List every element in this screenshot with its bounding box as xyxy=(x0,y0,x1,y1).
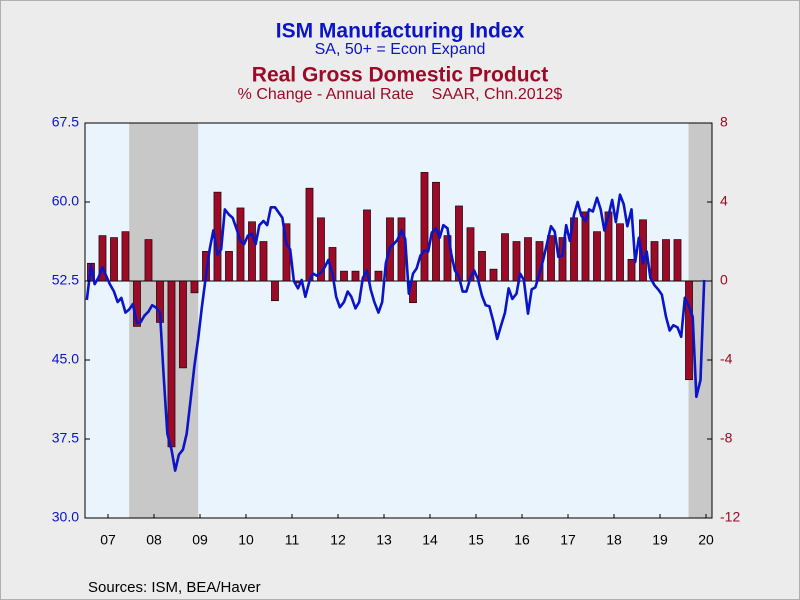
x-tick-label: 15 xyxy=(468,532,484,548)
y-tick-label: 30.0 xyxy=(52,509,79,525)
y2-tick-label: -8 xyxy=(720,430,733,446)
x-tick-label: 16 xyxy=(514,532,530,548)
x-tick-label: 08 xyxy=(146,532,162,548)
bar xyxy=(374,270,383,282)
bar xyxy=(512,241,521,282)
plot-frame xyxy=(84,122,713,519)
x-tick-label: 13 xyxy=(376,532,392,548)
bar xyxy=(167,280,176,448)
x-tick-label: 18 xyxy=(606,532,622,548)
title: ISM Manufacturing Index xyxy=(276,20,525,43)
subtitle: % Change - Annual Rate SAAR, Chn.2012$ xyxy=(238,86,563,103)
bar xyxy=(121,231,130,282)
bar xyxy=(455,205,463,282)
y-tick-label: 67.5 xyxy=(52,114,79,130)
bar xyxy=(317,217,325,282)
shaded-period xyxy=(688,123,712,518)
bar xyxy=(685,280,693,381)
bar xyxy=(650,241,659,282)
y-tick-label: 52.5 xyxy=(52,272,79,288)
y-tick-label: 45.0 xyxy=(52,351,79,367)
bar xyxy=(363,209,371,282)
bar xyxy=(351,270,360,282)
bar xyxy=(673,239,682,282)
x-tick-label: 09 xyxy=(192,532,208,548)
x-tick-label: 19 xyxy=(652,532,668,548)
x-tick-label: 14 xyxy=(422,532,438,548)
y2-tick-label: -12 xyxy=(720,509,740,525)
bar xyxy=(179,280,187,369)
bar xyxy=(225,251,233,282)
bar xyxy=(478,251,486,282)
bar xyxy=(271,280,279,302)
bar xyxy=(144,239,153,282)
bar xyxy=(340,270,348,282)
bar xyxy=(397,217,406,282)
bar xyxy=(489,268,498,282)
x-tick-label: 10 xyxy=(238,532,254,548)
source: Sources: ISM, BEA/Haver xyxy=(88,579,261,596)
x-tick-label: 20 xyxy=(698,532,714,548)
bar xyxy=(98,235,107,282)
x-tick-label: 11 xyxy=(285,532,300,548)
x-tick-label: 12 xyxy=(330,532,346,548)
bar xyxy=(190,280,199,294)
bar xyxy=(501,233,509,282)
bar xyxy=(581,211,590,282)
line xyxy=(85,193,706,472)
bar xyxy=(547,235,555,282)
subtitle: SA, 50+ = Econ Expand xyxy=(315,41,486,58)
x-tick-label: 17 xyxy=(560,532,576,548)
y2-tick-label: 0 xyxy=(720,272,728,288)
x-tick-label: 07 xyxy=(100,532,116,548)
bar xyxy=(524,237,532,282)
y2-tick-label: -4 xyxy=(720,351,733,367)
bar xyxy=(558,237,567,282)
bar xyxy=(616,223,624,282)
y2-tick-label: 4 xyxy=(720,193,728,209)
bar xyxy=(248,221,256,282)
bar xyxy=(259,241,268,282)
bar xyxy=(305,187,314,282)
bar xyxy=(662,239,670,282)
bar xyxy=(593,231,601,282)
bar xyxy=(110,237,118,282)
y-tick-label: 37.5 xyxy=(52,430,79,446)
bar xyxy=(627,258,636,282)
bar xyxy=(420,172,429,282)
title: Real Gross Domestic Product xyxy=(252,64,548,87)
y2-tick-label: 8 xyxy=(720,114,728,130)
y-tick-label: 60.0 xyxy=(52,193,79,209)
